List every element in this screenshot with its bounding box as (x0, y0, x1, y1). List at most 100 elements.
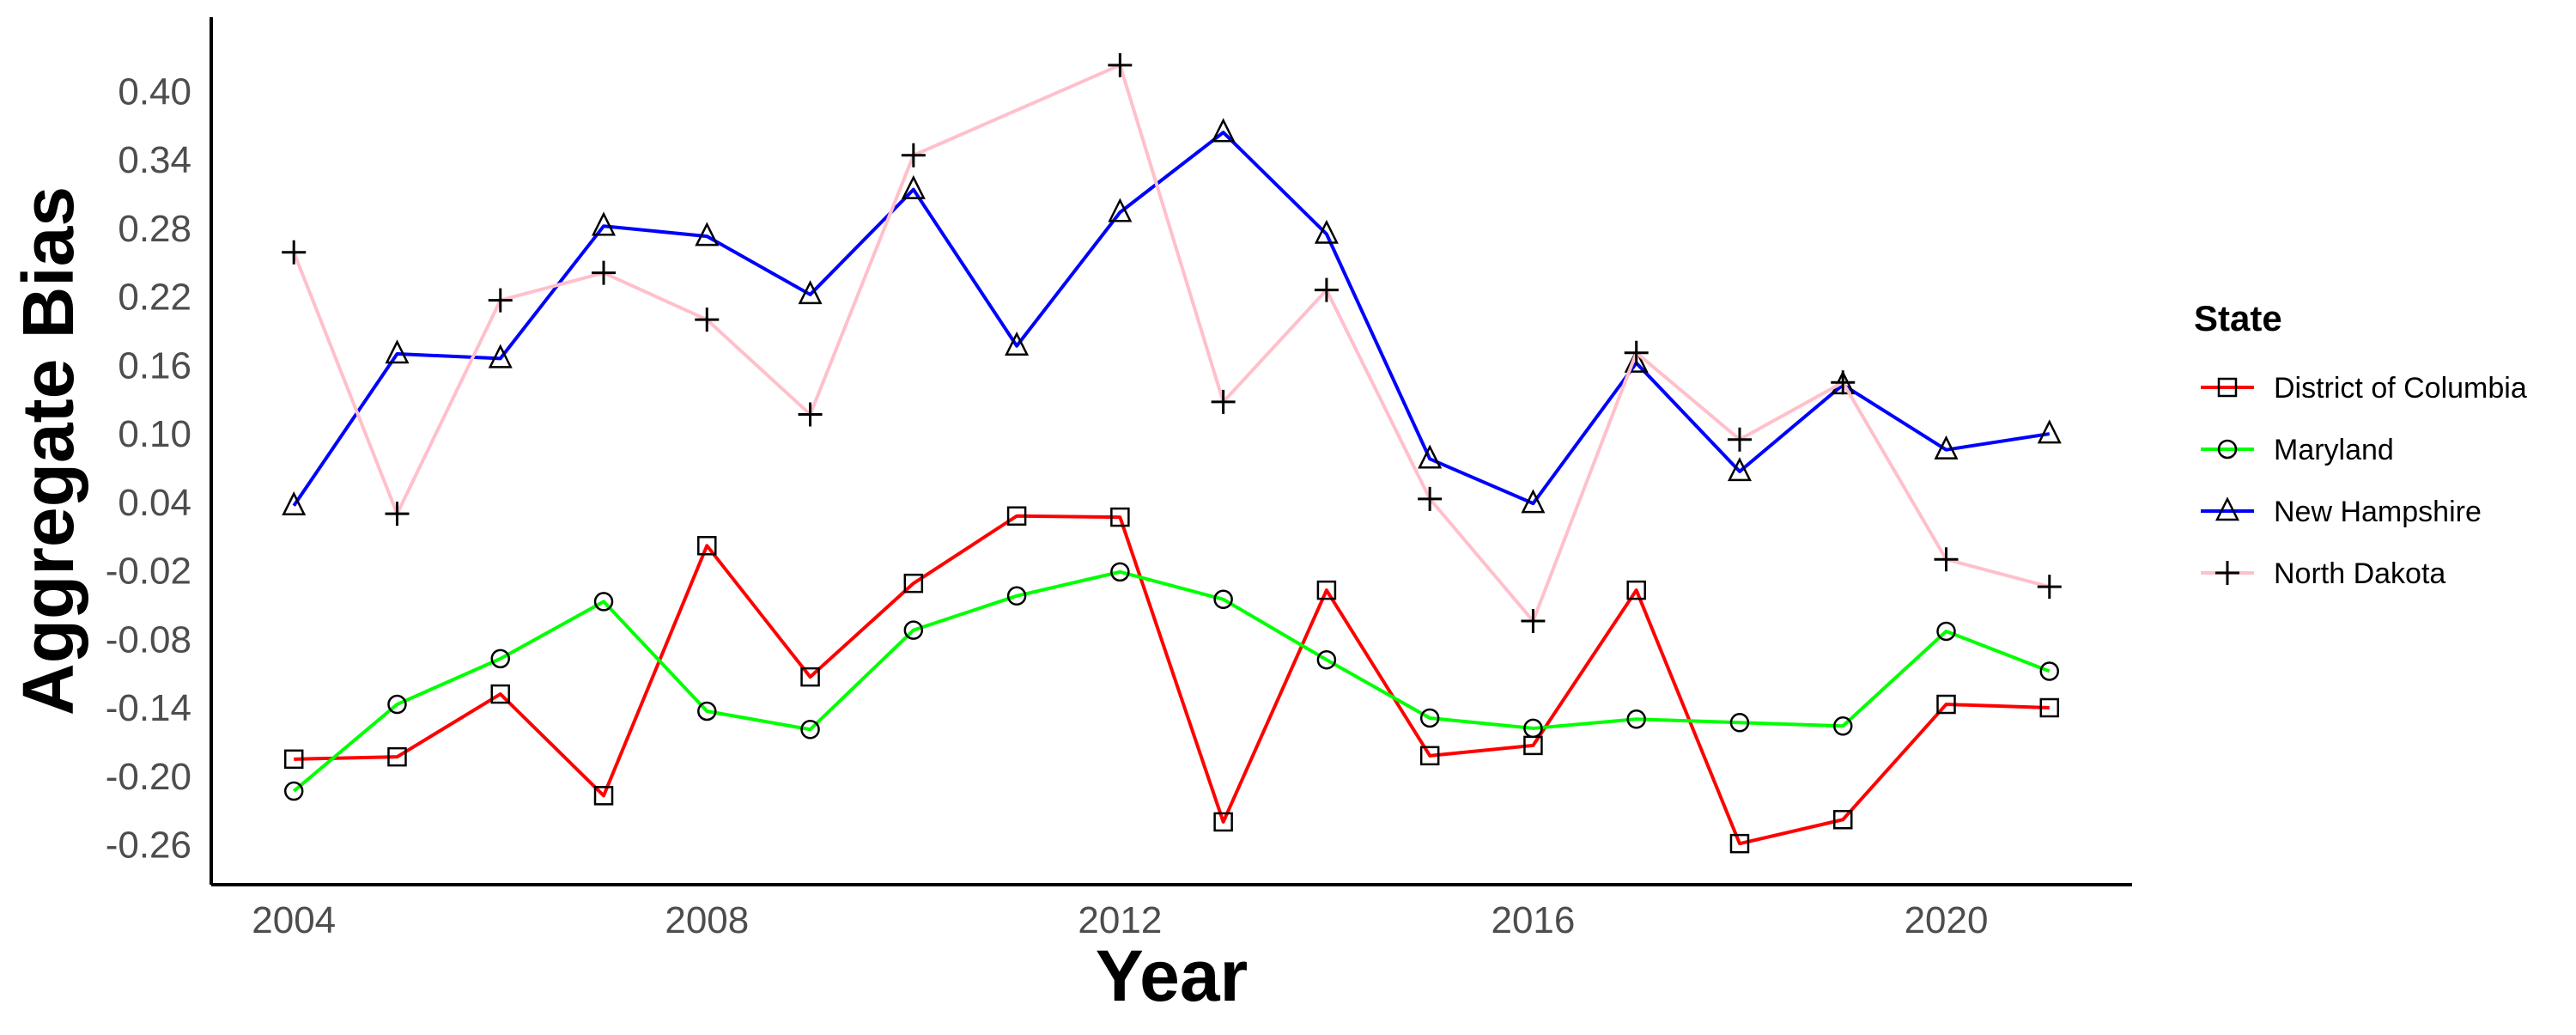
data-point (697, 701, 717, 721)
y-tick-label: -0.26 (106, 824, 191, 866)
data-point (1626, 580, 1646, 600)
data-point (1523, 718, 1543, 739)
data-point (800, 720, 820, 740)
legend-label: New Hampshire (2274, 496, 2482, 528)
data-point (283, 749, 304, 770)
series-new-hampshire (282, 118, 2062, 516)
data-point (1419, 708, 1440, 728)
legend-item: North Dakota (2201, 557, 2445, 590)
legend-title: State (2194, 298, 2282, 338)
legend-marker (2217, 377, 2238, 398)
y-tick-label: -0.14 (106, 687, 191, 729)
data-point (1314, 219, 1339, 244)
data-point (488, 344, 513, 368)
data-point (1729, 713, 1750, 733)
x-tick-label: 2004 (252, 899, 336, 941)
axes: 0.40 0.34 0.28 0.22 0.16 0.10 0.04 -0.02 -0.08 -0… (106, 17, 2132, 941)
series-line (294, 514, 2050, 846)
data-point (1110, 507, 1130, 527)
data-point (798, 280, 823, 305)
x-tick-label: 2008 (665, 899, 749, 941)
data-point (1211, 389, 1236, 414)
legend-item: New Hampshire (2201, 496, 2482, 528)
data-point (1831, 370, 1856, 395)
data-point (901, 174, 926, 199)
data-point (695, 307, 720, 332)
legend-marker (2217, 439, 2238, 460)
y-tick-label: 0.04 (118, 482, 191, 524)
data-point (1624, 340, 1649, 365)
data-point (798, 402, 823, 427)
data-point (1729, 833, 1750, 854)
x-tick-label: 2020 (1905, 899, 1989, 941)
data-point (1316, 580, 1337, 600)
data-point (1006, 586, 1027, 606)
data-point (282, 240, 307, 265)
legend-label: North Dakota (2274, 557, 2445, 590)
legend-item: Maryland (2201, 434, 2394, 466)
data-point (387, 746, 407, 767)
data-point (1418, 486, 1443, 511)
data-point (591, 211, 617, 236)
series-layer (282, 52, 2062, 854)
data-point (1213, 812, 1233, 832)
data-point (901, 143, 926, 167)
data-point (2039, 661, 2060, 681)
legend-item: District of Columbia (2201, 372, 2527, 405)
y-axis-title: Aggregate Bias (8, 186, 88, 715)
data-point (1005, 331, 1030, 356)
x-tick-label: 2012 (1078, 899, 1162, 941)
data-point (387, 694, 407, 715)
data-point (1108, 198, 1133, 222)
data-point (1521, 489, 1546, 514)
y-tick-label: 0.16 (118, 344, 191, 387)
data-point (283, 781, 304, 801)
data-point (1832, 716, 1853, 736)
data-point (1314, 277, 1339, 302)
data-point (1936, 621, 1956, 642)
series-district-of-columbia (283, 506, 2060, 854)
data-point (1936, 694, 1956, 715)
y-tick-label: 0.40 (118, 70, 191, 113)
data-point (385, 502, 410, 527)
y-tick-label: 0.10 (118, 413, 191, 455)
series-maryland (283, 562, 2060, 801)
y-tick-label: -0.02 (106, 551, 191, 593)
legend-label: District of Columbia (2274, 372, 2527, 405)
data-point (593, 786, 614, 806)
data-point (385, 339, 410, 364)
data-point (1213, 589, 1233, 610)
data-point (490, 648, 511, 669)
data-point (1624, 348, 1649, 373)
data-point (593, 592, 614, 612)
y-tick-label: -0.20 (106, 756, 191, 798)
data-point (1108, 52, 1133, 77)
data-point (2039, 697, 2060, 718)
y-tick-label: -0.08 (106, 618, 191, 661)
data-point (800, 667, 820, 687)
data-point (1418, 444, 1443, 469)
legend-label: Maryland (2274, 434, 2394, 466)
series-line (292, 131, 2050, 507)
data-point (903, 573, 924, 594)
data-point (2037, 575, 2062, 600)
y-tick-label: 0.22 (118, 277, 191, 319)
data-point (1316, 649, 1337, 670)
series-line (292, 569, 2050, 793)
series-north-dakota (282, 52, 2062, 634)
data-point (592, 260, 617, 285)
data-point (903, 620, 924, 640)
legend: State District of Columbia Maryland New Ham… (2194, 298, 2527, 590)
y-tick-label: 0.34 (118, 139, 191, 181)
data-point (488, 288, 513, 313)
legend-marker (2215, 496, 2240, 521)
data-point (490, 684, 511, 704)
data-point (2037, 419, 2062, 444)
x-axis-title: Year (1096, 935, 1249, 1016)
data-point (697, 536, 717, 556)
series-line (292, 63, 2050, 624)
data-point (1934, 547, 1959, 572)
x-tick-label: 2016 (1491, 899, 1575, 941)
